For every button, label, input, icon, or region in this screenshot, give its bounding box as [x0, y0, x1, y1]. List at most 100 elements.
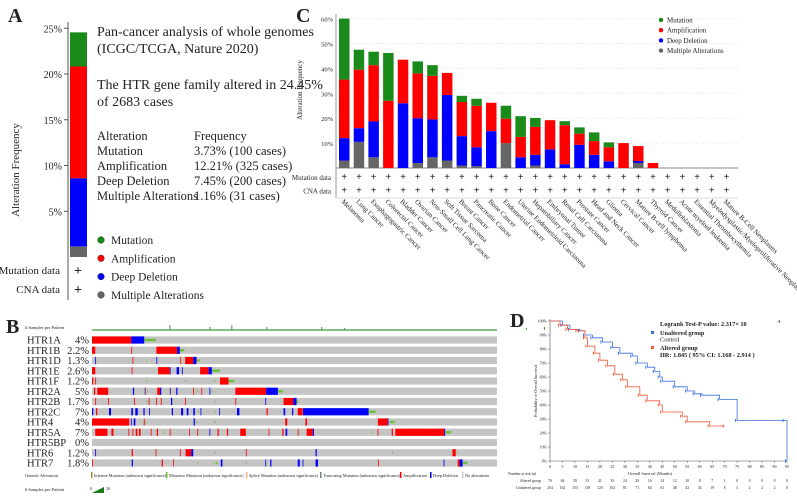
gene-label: HTR2A	[27, 387, 61, 398]
risk-table-value: 14	[660, 479, 664, 483]
plus-icon: +	[400, 186, 406, 197]
oncoprint-amp	[92, 346, 96, 354]
risk-table-value: 0	[786, 486, 788, 490]
panel-c-bar-deep-deletion	[574, 144, 585, 168]
gene-label: HTR5A	[27, 428, 61, 439]
plus-icon: +	[415, 172, 421, 183]
risk-table-value: 1	[724, 479, 726, 483]
legend-dot-icon	[97, 254, 105, 262]
plus-icon: +	[74, 283, 82, 298]
plus-icon: +	[503, 186, 509, 197]
risk-table-row-label: Altered group	[520, 479, 541, 483]
panel-a-table-alteration: Amplification	[97, 159, 168, 173]
oncoprint-mutation	[211, 369, 220, 372]
oncoprint-amp	[95, 428, 108, 436]
oncoprint-del	[130, 418, 132, 426]
oncoprint-del	[169, 367, 171, 375]
gene-alteration-percent: 1.8%	[67, 459, 89, 470]
oncoprint-amp	[185, 397, 186, 406]
plus-icon: +	[488, 172, 494, 183]
panel-c-bar-mutation	[368, 51, 379, 66]
oncoprint-amp	[131, 346, 133, 354]
oncoprint-amp	[108, 397, 110, 406]
risk-table-value: 41	[598, 479, 602, 483]
oncoprint-amp	[306, 428, 313, 436]
unaltered-legend-marker-icon	[651, 331, 654, 334]
risk-table-value: 0	[774, 479, 776, 483]
oncoprint-amp	[226, 428, 229, 436]
panel-a-table-frequency: 12.21% (325 cases)	[194, 159, 292, 173]
oncoprint-del	[302, 459, 304, 467]
panel-b-legend-swatch	[246, 472, 248, 478]
gene-alteration-percent: 4%	[75, 336, 89, 347]
plus-icon: +	[694, 186, 700, 197]
oncoprint-del	[181, 367, 183, 375]
panel-b-bottom-label: # Samples per Patient	[25, 487, 65, 492]
oncoprint-amp	[135, 428, 138, 436]
panel-c-bar-mutation	[456, 95, 468, 103]
panel-c-bar-mutation	[383, 52, 394, 101]
gene-label: HTR1A	[27, 336, 61, 347]
oncoprint-mutation	[211, 390, 213, 393]
panel-c-bar-amplification	[515, 136, 526, 158]
oncoprint-del	[132, 387, 135, 395]
panel-a-legend-item: Deep Deletion	[111, 272, 178, 284]
oncoprint-amp	[131, 367, 133, 375]
panel-label-a: A	[8, 5, 23, 27]
panel-c-y-tick-label: 10%	[321, 141, 334, 148]
plus-icon: +	[371, 186, 377, 197]
panel-c-bar-amplification	[397, 59, 409, 104]
panel-c-bar-deep-deletion	[339, 138, 350, 161]
risk-table-value: 43	[685, 486, 689, 490]
panel-c-y-tick-label: 60%	[321, 17, 334, 24]
altered-legend-sub: HR: 1.845 ( 95% CI: 1.168 - 2.914 )	[660, 352, 755, 359]
risk-table-value: 34	[698, 486, 702, 490]
risk-table-value: 48	[673, 486, 677, 490]
legend-dot-icon	[658, 28, 664, 33]
panel-d-x-tick-label: 80	[748, 464, 752, 469]
plus-icon: +	[606, 186, 612, 197]
oncoprint-amp	[134, 397, 135, 406]
panel-c-bar-amplification	[559, 125, 570, 165]
plus-icon: +	[430, 172, 436, 183]
oncoprint-amp	[219, 377, 229, 385]
panel-c-bar-mutation	[471, 98, 482, 106]
oncoprint-amp	[452, 449, 456, 457]
gene-label: HTR1B	[27, 346, 60, 357]
panel-a-table-frequency: 1.16% (31 cases)	[194, 189, 280, 203]
oncoprint-del	[312, 428, 314, 436]
oncoprint-amp	[155, 397, 157, 406]
panel-b-legend-item: Missense Mutation (unknown significance)	[169, 473, 244, 478]
panel-c-legend-item: Mutation	[667, 17, 693, 25]
panel-d-x-tick-label: 15	[585, 464, 589, 469]
panel-c-bar-amplification	[647, 163, 659, 168]
gene-label: HTR7	[27, 459, 53, 470]
legend-dot-icon	[97, 291, 105, 299]
panel-c-bar-deep-deletion	[353, 128, 365, 142]
oncoprint-amp	[297, 408, 303, 416]
oncoprint-del	[95, 449, 97, 457]
plus-icon: +	[709, 186, 715, 197]
plus-icon: +	[518, 172, 524, 183]
oncoprint-amp	[97, 387, 109, 395]
oncoprint-track	[92, 356, 497, 365]
risk-table-value: 24	[623, 479, 627, 483]
oncoprint-mutation	[277, 390, 284, 393]
panel-d-y-tick-label: 100%	[538, 319, 548, 324]
oncoprint-mutation	[462, 461, 468, 465]
panel-c-bar-amplification	[339, 79, 350, 139]
risk-table-value: 2	[774, 486, 776, 490]
risk-table-value: 102	[610, 486, 616, 490]
oncoprint-del	[283, 408, 286, 416]
panel-c-bar-multiple-alterations	[427, 157, 438, 168]
panel-b-legend-swatch	[320, 472, 322, 478]
unaltered-legend-label: Unaltered group	[660, 330, 705, 337]
oncoprint-mutation	[147, 390, 148, 393]
oncoprint-mutation	[371, 431, 373, 434]
oncoprint-del	[133, 418, 136, 426]
gene-alteration-percent: 1.2%	[67, 377, 89, 388]
panel-a-legend-item: Mutation	[111, 235, 153, 247]
risk-table-value: 2	[761, 486, 763, 490]
panel-b-legend-item: No alterations	[465, 473, 490, 478]
panel-c-bar-deep-deletion	[544, 149, 556, 168]
